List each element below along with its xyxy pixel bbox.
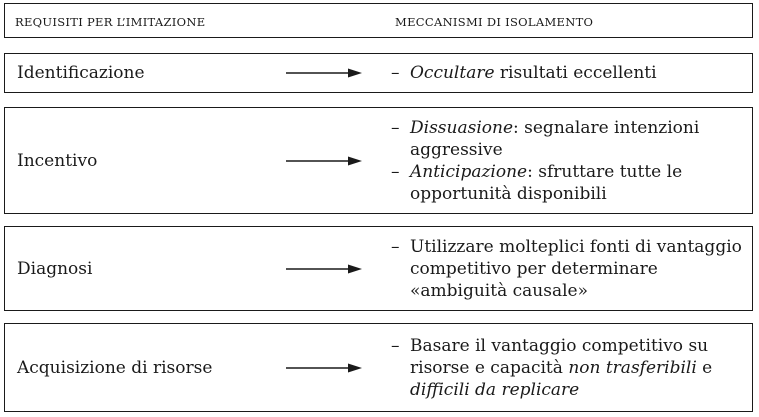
requirement-label: Incentivo — [17, 150, 98, 171]
mechanism-text: : sfruttare tutte le opportunità disponi… — [410, 161, 683, 204]
mechanism-term: Anticipazione — [410, 161, 528, 182]
mechanism-item: – Basare il vantaggio competitivo su ris… — [385, 335, 745, 401]
mechanism-term: difficili da replicare — [410, 379, 580, 400]
requirement-label: Acquisizione di risorse — [17, 357, 213, 378]
mechanism-text: Basare il vantaggio competitivo su risor… — [410, 335, 709, 378]
mechanism-item: – Anticipazione: sfruttare tutte le oppo… — [385, 161, 745, 205]
requirement-label: Identificazione — [17, 63, 145, 83]
right-arrow-icon — [286, 156, 362, 165]
right-arrow-icon — [286, 264, 362, 273]
mechanism-list: – Basare il vantaggio competitivo su ris… — [385, 335, 745, 401]
mechanism-term: Dissuasione — [410, 117, 514, 138]
row-diagnosi: Diagnosi – Utilizzare molteplici fonti d… — [4, 226, 753, 311]
dash-bullet: – — [391, 161, 400, 182]
right-arrow-icon — [286, 363, 362, 372]
row-incentivo: Incentivo – Dissuasione: segnalare inten… — [4, 107, 753, 214]
mechanism-list: – Dissuasione: segnalare intenzioni aggr… — [385, 117, 745, 205]
dash-bullet: – — [391, 63, 400, 83]
mechanism-item: – Utilizzare molteplici fonti di vantagg… — [385, 236, 745, 302]
mechanism-list: – Occultare risultati eccellenti — [385, 62, 745, 84]
right-arrow-icon — [286, 68, 362, 78]
mechanism-item: – Occultare risultati eccellenti — [385, 62, 745, 84]
mechanism-text: risultati eccellenti — [494, 63, 657, 83]
mechanism-item: – Dissuasione: segnalare intenzioni aggr… — [385, 117, 745, 161]
dash-bullet: – — [391, 236, 400, 257]
row-acquisizione-risorse: Acquisizione di risorse – Basare il vant… — [4, 323, 753, 412]
requirement-label: Diagnosi — [17, 258, 93, 279]
mechanism-text: : segnalare intenzioni aggressive — [410, 117, 700, 160]
mechanism-list: – Utilizzare molteplici fonti di vantagg… — [385, 236, 745, 302]
mechanism-term: non trasferibili — [568, 357, 697, 378]
mechanism-text: Utilizzare molteplici fonti di vantaggio… — [410, 236, 742, 301]
header-mechanisms: MECCANISMI DI ISOLAMENTO — [395, 15, 594, 29]
row-identificazione: Identificazione – Occultare risultati ec… — [4, 53, 753, 93]
header-requirements: REQUISITI PER L’IMITAZIONE — [15, 15, 206, 29]
dash-bullet: – — [391, 117, 400, 138]
mechanism-text-connector: e — [696, 357, 713, 378]
header-bar: REQUISITI PER L’IMITAZIONE MECCANISMI DI… — [4, 3, 753, 38]
mechanism-term: Occultare — [410, 63, 495, 83]
dash-bullet: – — [391, 335, 400, 356]
